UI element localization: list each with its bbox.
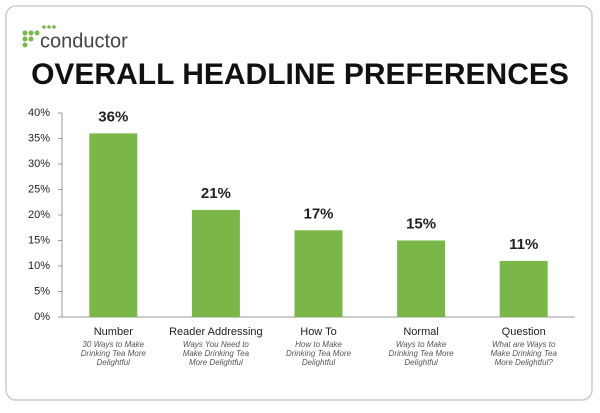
category-note: Drinking Tea More [81, 349, 147, 358]
brand: conductor [40, 30, 128, 52]
category-note: 30 Ways to Make [82, 340, 144, 349]
category-note: Drinking Tea More [286, 349, 352, 358]
category-note: How to Make [295, 340, 342, 349]
category-note: Ways to Make [396, 340, 447, 349]
x-tick-label: Question [502, 326, 546, 338]
y-tick-label: 5% [34, 285, 50, 297]
bar [191, 209, 240, 317]
category-note: More Delightful? [495, 358, 554, 367]
card [5, 5, 593, 401]
y-tick-label: 15% [28, 234, 50, 246]
y-tick-label: 25% [28, 183, 50, 195]
data-label: 36% [98, 108, 128, 125]
bar [89, 133, 138, 317]
category-note: Delightful [404, 358, 438, 367]
logo-icon [22, 25, 56, 48]
category-note: What are Ways to [492, 340, 556, 349]
bar [499, 260, 548, 317]
data-label: 17% [303, 205, 333, 222]
x-tick-label: Normal [403, 326, 438, 338]
y-tick-label: 10% [28, 260, 50, 272]
data-label: 15% [406, 215, 436, 232]
y-tick-label: 20% [28, 209, 50, 221]
category-note: Delightful [97, 358, 131, 367]
x-tick-label: Number [94, 326, 133, 338]
bar [294, 230, 343, 317]
category-note: Ways You Need to [183, 340, 250, 349]
data-label: 21% [201, 185, 231, 202]
category-note: Make Drinking Tea [490, 349, 557, 358]
y-tick-label: 35% [28, 132, 50, 144]
y-tick-label: 30% [28, 158, 50, 170]
y-tick-label: 0% [34, 311, 50, 323]
category-note: Delightful [302, 358, 336, 367]
chart-title: OVERALL HEADLINE PREFERENCES [31, 58, 569, 91]
x-tick-label: Reader Addressing [169, 326, 263, 338]
y-tick-label: 40% [28, 107, 50, 119]
category-note: Make Drinking Tea [183, 349, 250, 358]
category-note: Drinking Tea More [389, 349, 455, 358]
data-label: 11% [509, 236, 538, 253]
x-tick-label: How To [300, 326, 336, 338]
category-note: More Delightful [189, 358, 243, 367]
bar [397, 240, 446, 317]
